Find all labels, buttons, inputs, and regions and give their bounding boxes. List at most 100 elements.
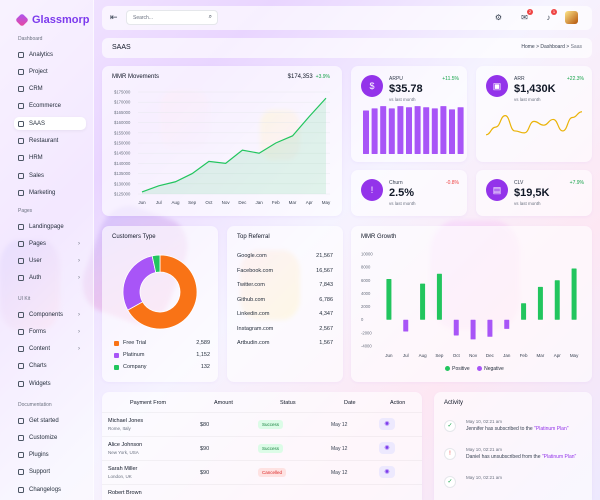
legend-value: 1,152 xyxy=(196,352,210,358)
legend-label: Company xyxy=(123,364,147,370)
notifications-icon[interactable]: ♪ 1 xyxy=(546,9,557,22)
sidebar-item-project[interactable]: Project xyxy=(14,65,86,78)
breadcrumb-dashboard[interactable]: Dashboard xyxy=(540,44,565,50)
referral-site[interactable]: Artbudin.com xyxy=(237,340,270,346)
x-tick-label: Sep xyxy=(188,200,197,205)
sidebar-item-user[interactable]: User › xyxy=(14,255,86,268)
breadcrumb: Home > Dashboard > Saas xyxy=(521,44,582,50)
series-line xyxy=(141,97,327,193)
sidebar-item-get-started[interactable]: Get started xyxy=(14,414,86,427)
chevron-right-icon: › xyxy=(78,275,80,282)
sidebar-item-changelogs[interactable]: Changelogs xyxy=(14,483,86,496)
sidebar-item-customize[interactable]: Customize xyxy=(14,431,86,444)
activity-text-main: Daniel has unsubscribed from the xyxy=(466,454,542,460)
payer-location: Rome, Italy xyxy=(108,426,131,431)
y-tick-label: 0 xyxy=(361,317,364,322)
legend-value: 2,589 xyxy=(196,340,210,346)
table-row: Robert Brown xyxy=(102,484,422,500)
user-avatar[interactable] xyxy=(565,11,578,24)
x-tick-label: Feb xyxy=(272,200,280,205)
activity-plan-link[interactable]: "Platinum Plan" xyxy=(541,454,577,460)
mmr-movements-chart: $175000 $170000 $165000 $160000 $155000 $1500… xyxy=(114,90,331,206)
customers-type-card: Customers Type Free Trial 2,589 Platinum 1… xyxy=(102,226,218,382)
x-tick-label: Jan xyxy=(503,353,511,358)
settings-icon[interactable]: ⚙ xyxy=(494,13,503,22)
bar-positive xyxy=(537,286,543,320)
referral-site[interactable]: Twitter.com xyxy=(237,282,265,288)
sidebar-item-label: Support xyxy=(29,469,51,476)
sidebar-item-ecommerce[interactable]: Ecommerce xyxy=(14,100,86,113)
view-icon[interactable]: ◉ xyxy=(379,466,395,478)
sidebar-item-label: CRM xyxy=(29,86,43,93)
legend-swatch xyxy=(114,352,119,358)
sidebar-item-plugins[interactable]: Plugins xyxy=(14,449,86,462)
sidebar-item-analytics[interactable]: Analytics xyxy=(14,48,86,61)
sidebar-item-landingpage[interactable]: Landingpage xyxy=(14,220,86,233)
referral-site[interactable]: Linkedin.com xyxy=(237,311,270,317)
sidebar-item-restaurant[interactable]: Restaurant xyxy=(14,135,86,148)
sidebar-item-marketing[interactable]: Marketing xyxy=(14,186,86,199)
column-header: Date xyxy=(344,400,356,406)
status-badge: Success xyxy=(258,444,284,453)
messages-icon[interactable]: ✉ 2 xyxy=(521,9,533,22)
bar xyxy=(423,107,430,154)
legend-swatch xyxy=(114,340,119,346)
activity-text: Daniel has unsubscribed from the "Platin… xyxy=(466,454,586,461)
y-tick-label: -4000 xyxy=(361,344,372,349)
card-title: Activity xyxy=(444,400,464,406)
table-row: Michael Jones Rome, Italy $80 Success May 12… xyxy=(102,412,422,438)
referral-site[interactable]: Google.com xyxy=(237,253,267,259)
view-icon[interactable]: ◉ xyxy=(379,418,395,430)
y-tick-label: 2000 xyxy=(361,304,371,309)
y-tick-label: -2000 xyxy=(361,330,372,335)
sidebar-item-forms[interactable]: Forms › xyxy=(14,325,86,338)
referral-site[interactable]: Facebook.com xyxy=(237,267,274,274)
sidebar-item-widgets[interactable]: Widgets xyxy=(14,377,86,390)
nav-item-icon xyxy=(18,120,24,127)
sidebar-section-title: Dashboard xyxy=(18,36,43,42)
mmr-growth-chart: 10000 8000 6000 4000 2000 0 -2000 -4000 Jun Jul Au… xyxy=(361,252,579,359)
sidebar-item-label: Get started xyxy=(29,417,59,424)
bar xyxy=(449,109,455,154)
bar-negative xyxy=(487,319,493,337)
brand[interactable]: Glassmorp xyxy=(15,13,89,27)
nav-item-icon xyxy=(18,363,24,370)
legend-swatch xyxy=(445,366,451,372)
sidebar-item-pages[interactable]: Pages › xyxy=(14,237,86,250)
sidebar-item-hrm[interactable]: HRM xyxy=(14,152,86,165)
collapse-sidebar-icon[interactable]: ⇤ xyxy=(110,12,118,22)
search-input[interactable]: Search... ⌕ xyxy=(126,10,218,25)
referral-site[interactable]: Github.com xyxy=(237,296,266,303)
sidebar-item-charts[interactable]: Charts xyxy=(14,360,86,373)
legend-item: Company 132 xyxy=(114,364,210,370)
stat-value: $1,430K xyxy=(514,83,556,95)
nav-item-icon xyxy=(18,155,24,162)
x-tick-label: Feb xyxy=(520,353,528,358)
payer-name: Alice Johnson xyxy=(108,442,143,448)
bar-negative xyxy=(403,319,409,332)
activity-plan-link[interactable]: "Platinum Plan" xyxy=(534,426,569,432)
sidebar-item-sales[interactable]: Sales xyxy=(14,169,86,182)
x-tick-label: Nov xyxy=(222,200,231,205)
card-title: MMR Growth xyxy=(361,234,397,240)
breadcrumb-home[interactable]: Home xyxy=(521,44,535,50)
payer-location: New York, USA xyxy=(108,450,139,455)
y-tick-label: $125000 xyxy=(114,192,131,197)
sidebar-item-crm[interactable]: CRM xyxy=(14,83,86,96)
x-tick-label: Oct xyxy=(205,200,213,205)
sidebar-item-saas[interactable]: SAAS xyxy=(14,117,86,131)
referral-site[interactable]: Instagram.com xyxy=(237,325,274,332)
legend-swatch xyxy=(477,366,483,372)
mmr-change: +3.9% xyxy=(315,74,330,80)
referral-row: Github.com 6,786 xyxy=(237,297,333,303)
sidebar-item-content[interactable]: Content › xyxy=(14,343,86,356)
sidebar-item-auth[interactable]: Auth › xyxy=(14,272,86,285)
sidebar-item-label: Components xyxy=(29,311,64,318)
stat-value: $35.78 xyxy=(389,83,423,95)
sidebar-item-components[interactable]: Components › xyxy=(14,308,86,321)
bar-negative xyxy=(453,319,459,336)
sidebar-item-support[interactable]: Support xyxy=(14,466,86,479)
search-icon[interactable]: ⌕ xyxy=(208,14,212,20)
view-icon[interactable]: ◉ xyxy=(379,442,395,454)
x-tick-label: Apr xyxy=(306,200,314,205)
